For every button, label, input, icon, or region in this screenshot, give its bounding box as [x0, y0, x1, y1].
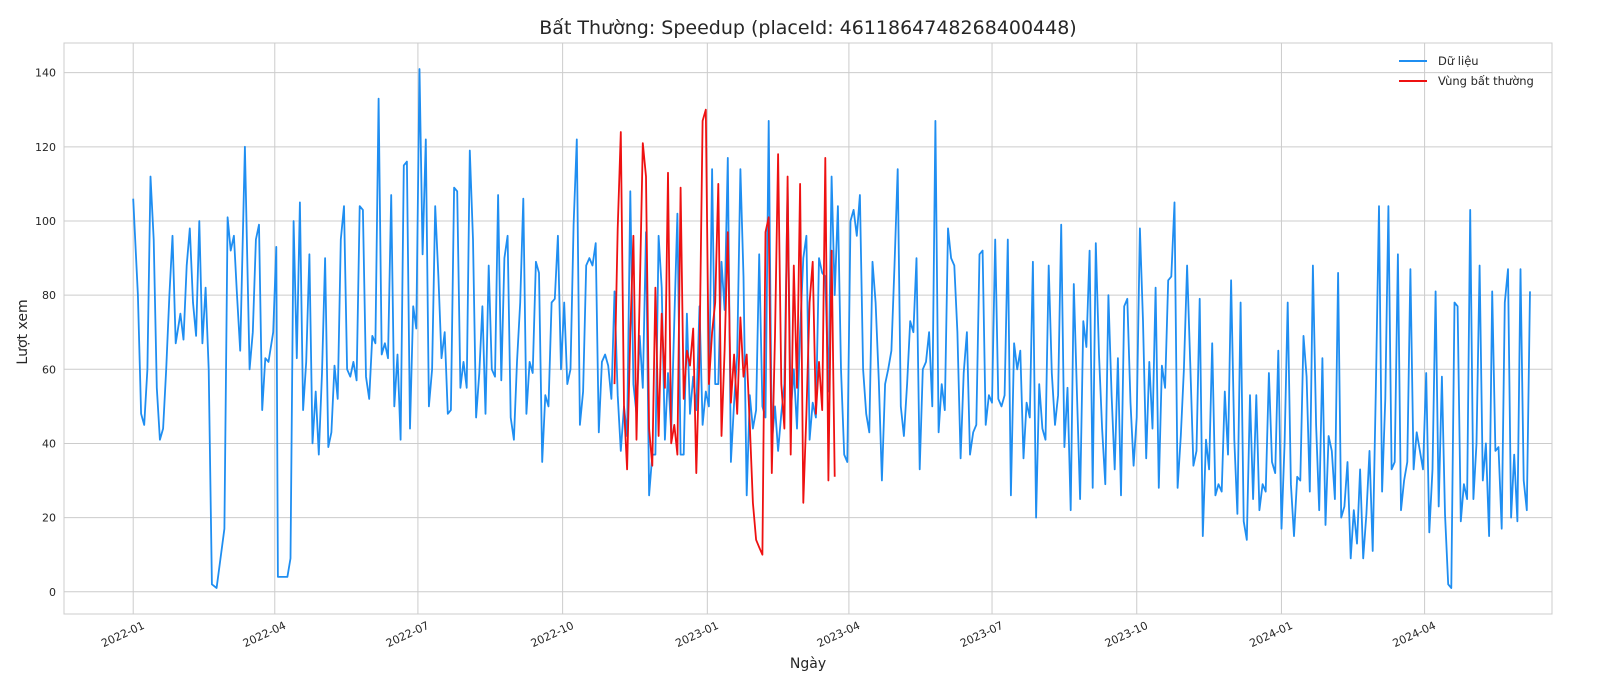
y-tick-label: 100 [35, 215, 56, 228]
y-tick-label: 120 [35, 141, 56, 154]
y-tick-label: 140 [35, 67, 56, 80]
plot-frame [63, 42, 1553, 615]
legend: Dữ liệu Vùng bất thường [1399, 54, 1534, 88]
y-tick-label: 60 [42, 363, 56, 376]
y-tick-label: 0 [49, 586, 56, 599]
y-tick-label: 80 [42, 289, 56, 302]
series-line-anomaly [613, 108, 836, 556]
chart-title: Bất Thường: Speedup (placeId: 4611864748… [539, 17, 1076, 39]
y-tick-label: 20 [42, 512, 56, 525]
x-axis-label: Ngày [790, 656, 826, 672]
legend-label: Vùng bất thường [1438, 74, 1534, 88]
legend-label: Dữ liệu [1438, 54, 1479, 68]
y-axis-label: Lượt xem [15, 299, 31, 364]
series-line-data [132, 68, 1531, 589]
y-tick-label: 40 [42, 437, 56, 450]
series-lines [132, 68, 1531, 589]
